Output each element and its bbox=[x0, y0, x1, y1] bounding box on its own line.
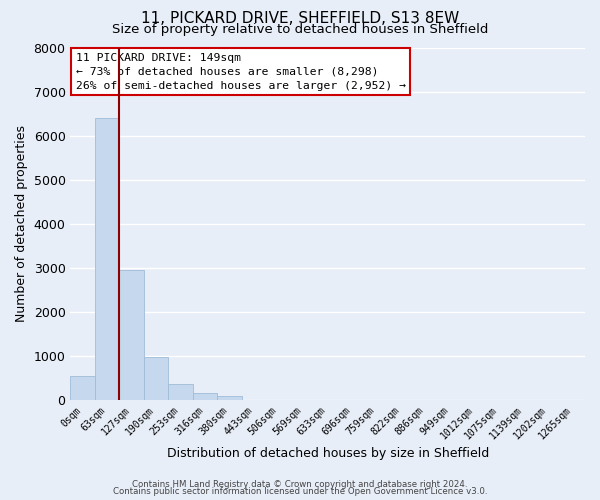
Y-axis label: Number of detached properties: Number of detached properties bbox=[15, 126, 28, 322]
Bar bbox=[193, 392, 217, 400]
Bar bbox=[217, 396, 242, 400]
Bar bbox=[95, 118, 119, 401]
Text: 11 PICKARD DRIVE: 149sqm
← 73% of detached houses are smaller (8,298)
26% of sem: 11 PICKARD DRIVE: 149sqm ← 73% of detach… bbox=[76, 53, 406, 91]
Bar bbox=[70, 376, 95, 400]
Bar bbox=[169, 384, 193, 400]
Text: 11, PICKARD DRIVE, SHEFFIELD, S13 8EW: 11, PICKARD DRIVE, SHEFFIELD, S13 8EW bbox=[141, 11, 459, 26]
Bar bbox=[144, 357, 169, 401]
Bar bbox=[119, 270, 144, 400]
X-axis label: Distribution of detached houses by size in Sheffield: Distribution of detached houses by size … bbox=[167, 447, 489, 460]
Text: Size of property relative to detached houses in Sheffield: Size of property relative to detached ho… bbox=[112, 22, 488, 36]
Text: Contains HM Land Registry data © Crown copyright and database right 2024.: Contains HM Land Registry data © Crown c… bbox=[132, 480, 468, 489]
Text: Contains public sector information licensed under the Open Government Licence v3: Contains public sector information licen… bbox=[113, 488, 487, 496]
